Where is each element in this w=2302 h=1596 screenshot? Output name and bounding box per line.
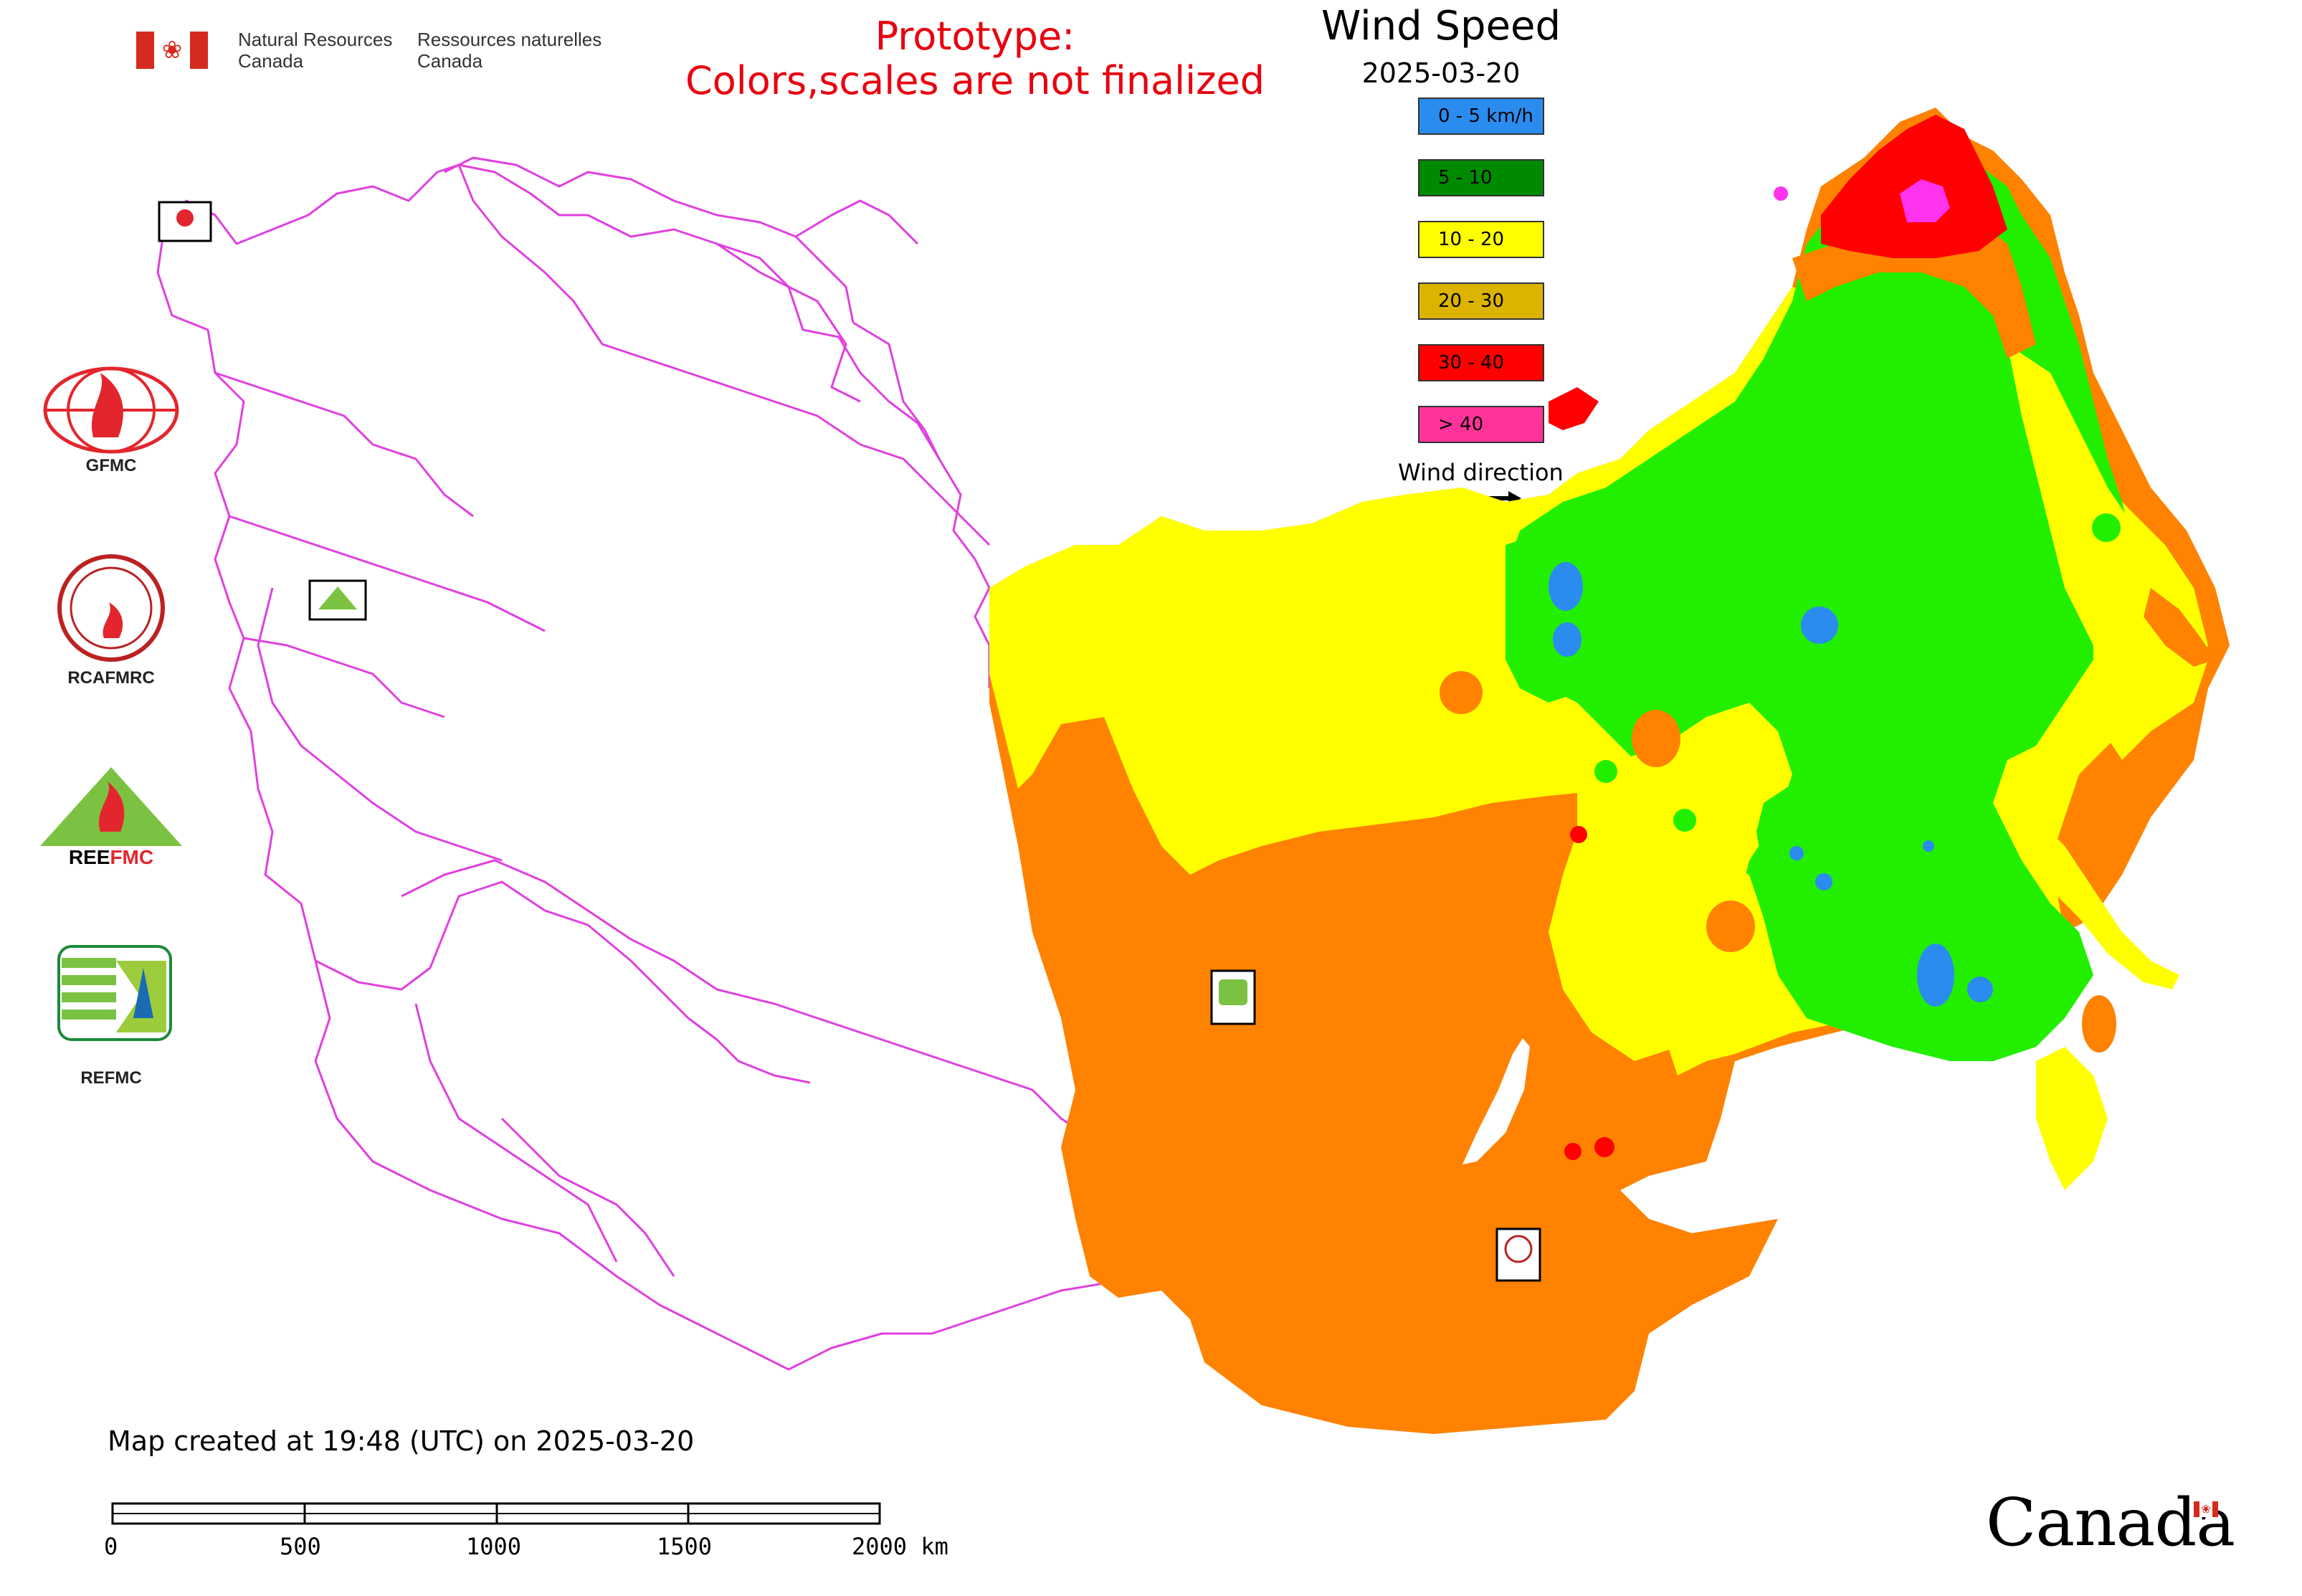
extreme-spot (1774, 186, 1788, 201)
scale-tick-500: 500 (280, 1533, 321, 1560)
strong-spot (1632, 710, 1680, 767)
dept-fr-line2: Canada (417, 50, 483, 72)
calm-spot (1967, 977, 1993, 1002)
svg-text:REEFMC: REEFMC (69, 846, 153, 868)
strong-spot (1706, 901, 1755, 952)
very-strong-spot (1564, 1143, 1582, 1160)
centre-markers (158, 201, 1541, 1282)
zone-moderate-center-east (1549, 703, 1792, 1061)
low-spot (1594, 760, 1617, 783)
very-strong-spot (1594, 1137, 1614, 1157)
legend-item-2: 10 - 20 (1418, 221, 1544, 258)
zone-moderate-sakhalin (2007, 817, 2179, 989)
gfmc-logo (43, 366, 179, 454)
legend-item-1: 5 - 10 (1418, 159, 1544, 196)
dept-en-line2: Canada (238, 50, 304, 72)
zone-moderate-east (2007, 344, 2208, 760)
wind-field (989, 108, 2230, 1434)
goc-signature: ❀ (136, 32, 208, 72)
dept-en-line1: Natural Resources (238, 29, 393, 50)
calm-spot (1923, 840, 1934, 852)
very-strong-spot (1570, 826, 1587, 843)
zone-extreme-north (1900, 179, 1950, 222)
lake-baikal (1462, 1038, 1530, 1164)
rcafmrc-label: RCAFMRC (67, 668, 155, 688)
zone-strong-east-coast (2144, 588, 2215, 667)
prototype-line1: Prototype: (875, 14, 1075, 59)
legend-item-5: > 40 (1418, 406, 1544, 443)
island (1549, 387, 1599, 430)
canada-flag-icon: ❀ (136, 32, 208, 69)
map-title: Wind Speed (1321, 3, 1561, 49)
refmc-label: REFMC (80, 1068, 142, 1088)
calm-spot (1549, 562, 1583, 611)
dept-name-en: Natural Resources Canada (238, 29, 392, 72)
strong-spot (2082, 995, 2116, 1053)
zone-low-west-siberia (1506, 531, 1635, 703)
scale-bar (111, 1502, 881, 1525)
reefmc-logo: REEFMC (40, 767, 182, 868)
low-spot (1673, 809, 1696, 832)
legend-item-3: 20 - 30 (1418, 282, 1544, 320)
map-date: 2025-03-20 (1361, 57, 1521, 89)
legend-item-4: 30 - 40 (1418, 344, 1544, 381)
rcafmrc-logo (57, 554, 165, 662)
calm-spot (1553, 622, 1582, 657)
scale-tick-0: 0 (104, 1533, 118, 1560)
calm-spot (1789, 846, 1804, 860)
wordmark-flag-icon: ❀ (2194, 1501, 2218, 1517)
dept-name-fr: Ressources naturelles Canada (417, 29, 601, 72)
calm-spot (1917, 944, 1954, 1007)
zone-low-northeast (1506, 143, 2136, 1061)
scale-tick-2000: 2000 km (852, 1533, 948, 1560)
gfmc-label: GFMC (85, 456, 137, 475)
calm-spot (1815, 873, 1832, 890)
strong-spot (1440, 671, 1483, 714)
prototype-line2: Colors,scales are not finalized (685, 58, 1265, 103)
refmc-logo (57, 945, 172, 1041)
map-created-text: Map created at 19:48 (UTC) on 2025-03-20 (108, 1425, 695, 1457)
gfmc-marker (158, 201, 212, 242)
low-spot (2092, 513, 2121, 542)
calm-spot (1801, 607, 1838, 644)
zone-moderate-far-east (2036, 1047, 2108, 1190)
prototype-notice: Prototype: Colors,scales are not finaliz… (674, 14, 1276, 103)
canada-wordmark: Canada (1986, 1484, 2235, 1561)
scale-tick-1500: 1500 (657, 1533, 713, 1560)
wind-direction-label: Wind direction (1398, 459, 1564, 486)
legend-item-0: 0 - 5 km/h (1418, 98, 1544, 135)
dept-fr-line1: Ressources naturelles (417, 29, 602, 50)
scale-tick-1000: 1000 (466, 1533, 522, 1560)
